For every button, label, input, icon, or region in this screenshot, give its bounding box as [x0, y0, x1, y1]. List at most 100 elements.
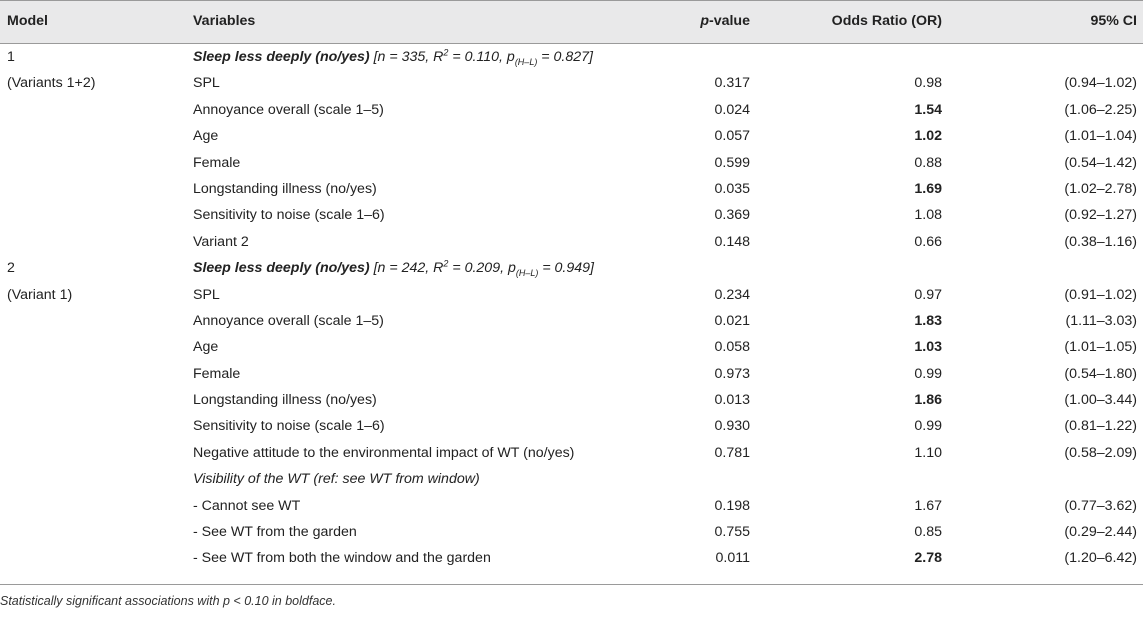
odds-ratio-cell: 1.67 [914, 497, 942, 514]
ci-cell: (0.58–2.09) [1064, 444, 1137, 461]
p-value-cell: 0.599 [714, 154, 750, 171]
header-p-rest: -value [708, 13, 750, 29]
table-row: - See WT from the garden 0.755 0.85 (0.29–2… [0, 519, 1143, 545]
outcome-n: [n = 335, R [369, 49, 444, 65]
odds-ratio-cell: 1.10 [914, 444, 942, 461]
p-value-cell: 0.317 [714, 75, 750, 92]
odds-ratio-cell: 1.02 [914, 128, 942, 145]
p-value-cell: 0.021 [714, 312, 750, 329]
variable-cell: Sensitivity to noise (scale 1–6) [193, 418, 385, 435]
table-bottom-rule [0, 584, 1143, 585]
table-row: Annoyance overall (scale 1–5) 0.024 1.54 (1… [0, 97, 1143, 123]
ci-cell: (0.77–3.62) [1064, 497, 1137, 514]
odds-ratio-cell: 0.85 [914, 524, 942, 541]
ci-cell: (1.11–3.03) [1065, 312, 1137, 329]
p-value-cell: 0.011 [715, 550, 750, 567]
model-cell: (Variants 1+2) [7, 75, 96, 92]
ci-cell: (0.38–1.16) [1064, 233, 1137, 250]
p-value-cell: 0.369 [714, 207, 750, 224]
outcome-n: [n = 242, R [369, 260, 444, 277]
odds-ratio-cell: 1.83 [914, 312, 942, 329]
ci-cell: (0.54–1.42) [1064, 154, 1137, 171]
model-cell: (Variant 1) [7, 286, 73, 303]
table-body: 1 Sleep less deeply (no/yes) [n = 335, R2… [0, 44, 1143, 572]
odds-ratio-cell: 0.99 [914, 365, 942, 382]
p-value-cell: 0.057 [714, 128, 750, 145]
outcome-end: = 0.827] [537, 49, 593, 65]
odds-ratio-cell: 0.99 [914, 418, 942, 435]
outcome-r2: = 0.110, p [448, 49, 515, 65]
outcome-sup: 2 [443, 258, 449, 269]
p-value-cell: 0.930 [714, 418, 750, 435]
outcome-name: Sleep less deeply (no/yes) [193, 49, 370, 65]
table-row: Variant 2 0.148 0.66 (0.38–1.16) [0, 229, 1143, 255]
ci-cell: (1.01–1.05) [1064, 339, 1137, 356]
odds-ratio-cell: 1.86 [914, 392, 942, 409]
variable-cell: - See WT from both the window and the ga… [193, 550, 491, 567]
table-row: Age 0.058 1.03 (1.01–1.05) [0, 334, 1143, 360]
variable-cell: Annoyance overall (scale 1–5) [193, 101, 384, 118]
table-row: 1 Sleep less deeply (no/yes) [n = 335, R2… [0, 44, 1143, 70]
model-cell: 1 [7, 49, 15, 65]
table-row: Longstanding illness (no/yes) 0.013 1.86 (1… [0, 387, 1143, 413]
table-row: Annoyance overall (scale 1–5) 0.021 1.83 (1… [0, 308, 1143, 334]
table-header: Model Variables p-value Odds Ratio (OR) … [0, 0, 1143, 44]
table-row: Negative attitude to the environmental i… [0, 440, 1143, 466]
table-row: Female 0.599 0.88 (0.54–1.42) [0, 150, 1143, 176]
p-value-cell: 0.198 [714, 497, 750, 514]
variable-cell: - Cannot see WT [193, 497, 301, 514]
variable-cell: Female [193, 154, 241, 171]
variable-cell: SPL [193, 286, 220, 303]
odds-ratio-cell: 0.97 [914, 286, 942, 303]
variable-cell: Variant 2 [193, 233, 249, 250]
outcome-sub: (H–L) [514, 56, 538, 67]
header-variables: Variables [193, 13, 256, 29]
ci-cell: (0.29–2.44) [1064, 524, 1137, 541]
variable-cell: Negative attitude to the environmental i… [193, 444, 575, 461]
table-row: - See WT from both the window and the ga… [0, 545, 1143, 571]
odds-ratio-cell: 0.98 [914, 75, 942, 92]
p-value-cell: 0.035 [714, 180, 750, 197]
variable-cell: Annoyance overall (scale 1–5) [193, 312, 384, 329]
p-value-cell: 0.013 [714, 392, 750, 409]
table-row: Age 0.057 1.02 (1.01–1.04) [0, 123, 1143, 149]
ci-cell: (1.01–1.04) [1064, 128, 1137, 145]
ci-cell: (1.06–2.25) [1064, 101, 1137, 118]
table-row: - Cannot see WT 0.198 1.67 (0.77–3.62) [0, 493, 1143, 519]
table-row: Visibility of the WT (ref: see WT from w… [0, 466, 1143, 492]
odds-ratio-cell: 1.03 [914, 339, 942, 356]
header-ci: 95% CI [1090, 13, 1137, 29]
variable-cell: SPL [193, 75, 220, 92]
table-row: Sensitivity to noise (scale 1–6) 0.369 1.0… [0, 202, 1143, 228]
p-value-cell: 0.781 [714, 444, 750, 461]
ci-cell: (1.20–6.42) [1064, 550, 1137, 567]
variable-cell: Visibility of the WT (ref: see WT from w… [193, 471, 480, 488]
outcome-r2: = 0.209, p [448, 260, 516, 277]
table-row: Sensitivity to noise (scale 1–6) 0.930 0.9… [0, 413, 1143, 439]
outcome-name: Sleep less deeply (no/yes) [193, 260, 370, 277]
table-row: 2 Sleep less deeply (no/yes) [n = 242, R2… [0, 255, 1143, 281]
ci-cell: (1.00–3.44) [1064, 392, 1137, 409]
ci-cell: (0.81–1.22) [1064, 418, 1137, 435]
model-cell: 2 [7, 260, 15, 277]
odds-ratio-cell: 1.54 [914, 101, 942, 118]
odds-ratio-cell: 0.66 [914, 233, 942, 250]
p-value-cell: 0.148 [714, 233, 750, 250]
variable-cell: Female [193, 365, 241, 382]
table-footnote: Statistically significant associations w… [0, 594, 336, 608]
variable-cell: Sensitivity to noise (scale 1–6) [193, 207, 385, 224]
table-row: Longstanding illness (no/yes) 0.035 1.69 (1… [0, 176, 1143, 202]
ci-cell: (0.54–1.80) [1064, 365, 1137, 382]
variable-cell: Age [193, 339, 219, 356]
outcome-sup: 2 [443, 47, 449, 58]
outcome-cell: Sleep less deeply (no/yes) [n = 242, R2 … [193, 255, 594, 281]
odds-ratio-cell: 1.69 [914, 180, 942, 197]
header-p-value: p-value [700, 13, 750, 29]
ci-cell: (1.02–2.78) [1064, 180, 1137, 197]
header-odds-ratio: Odds Ratio (OR) [831, 13, 942, 29]
p-value-cell: 0.024 [714, 101, 750, 118]
p-value-cell: 0.973 [714, 365, 750, 382]
ci-cell: (0.91–1.02) [1064, 286, 1137, 303]
outcome-end: = 0.949] [538, 260, 594, 277]
